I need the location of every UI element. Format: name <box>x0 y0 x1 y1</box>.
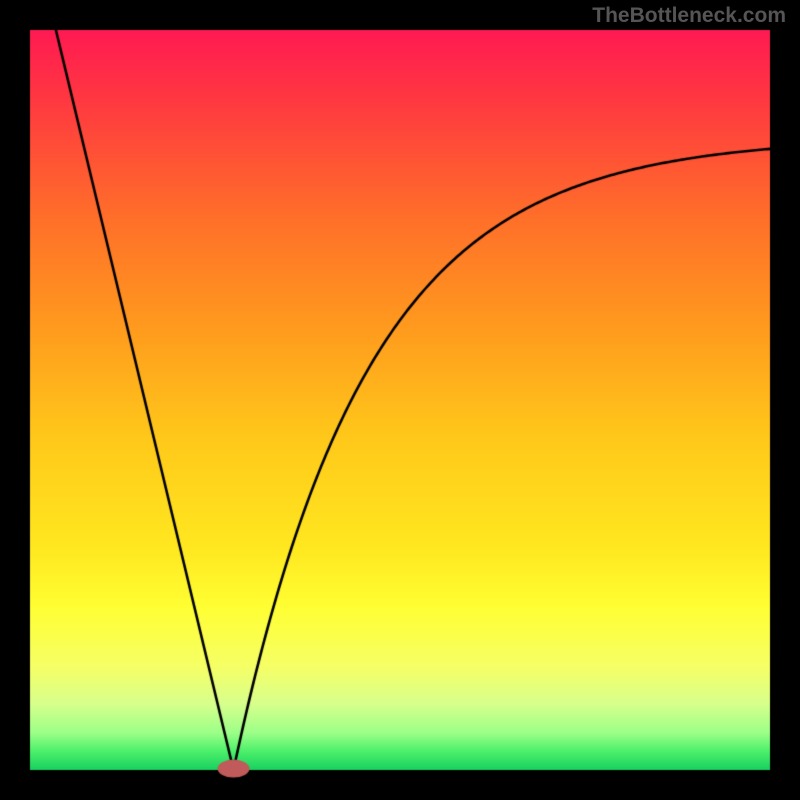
bottleneck-chart <box>0 0 800 800</box>
watermark: TheBottleneck.com <box>592 4 786 28</box>
